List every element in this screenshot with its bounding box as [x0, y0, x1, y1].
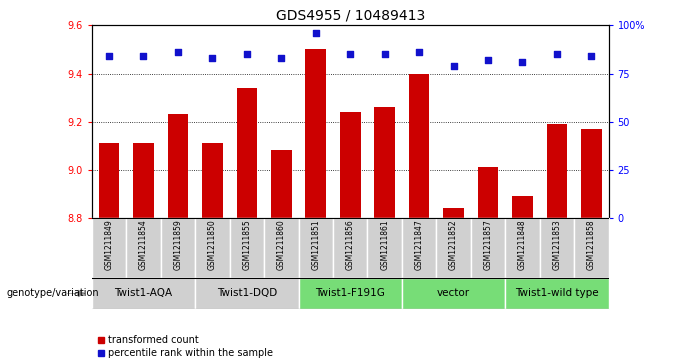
Bar — [99, 143, 120, 218]
Text: GSM1211858: GSM1211858 — [587, 220, 596, 270]
Point — [103, 53, 114, 59]
Text: GSM1211859: GSM1211859 — [173, 220, 182, 270]
Bar — [443, 208, 464, 218]
Bar — [574, 218, 609, 278]
Text: GSM1211855: GSM1211855 — [242, 220, 252, 270]
Text: GSM1211852: GSM1211852 — [449, 220, 458, 270]
Point — [173, 49, 184, 55]
Text: GSM1211847: GSM1211847 — [415, 220, 424, 270]
Bar — [133, 143, 154, 218]
Text: GSM1211861: GSM1211861 — [380, 220, 389, 270]
Bar — [367, 218, 402, 278]
Bar — [299, 218, 333, 278]
Bar — [237, 88, 257, 218]
Bar — [477, 167, 498, 218]
Bar — [437, 218, 471, 278]
Point — [413, 49, 424, 55]
Bar — [195, 278, 299, 309]
Bar — [160, 218, 195, 278]
Point — [207, 55, 218, 61]
Bar — [202, 143, 223, 218]
Text: GSM1211854: GSM1211854 — [139, 220, 148, 270]
Text: genotype/variation: genotype/variation — [7, 289, 99, 298]
Legend: transformed count, percentile rank within the sample: transformed count, percentile rank withi… — [97, 335, 273, 358]
Bar — [409, 73, 430, 218]
Point — [379, 51, 390, 57]
Bar — [305, 49, 326, 218]
Text: GSM1211850: GSM1211850 — [208, 220, 217, 270]
Text: vector: vector — [437, 289, 470, 298]
Bar — [402, 218, 437, 278]
Text: Twist1-AQA: Twist1-AQA — [114, 289, 173, 298]
Text: GSM1211848: GSM1211848 — [518, 220, 527, 270]
Bar — [271, 150, 292, 218]
Text: GSM1211860: GSM1211860 — [277, 220, 286, 270]
Bar — [92, 218, 126, 278]
Point — [551, 51, 562, 57]
Text: GSM1211857: GSM1211857 — [483, 220, 492, 270]
Bar — [167, 114, 188, 218]
Title: GDS4955 / 10489413: GDS4955 / 10489413 — [275, 9, 425, 23]
Bar — [92, 278, 195, 309]
Text: GSM1211853: GSM1211853 — [552, 220, 562, 270]
Bar — [264, 218, 299, 278]
Bar — [505, 278, 609, 309]
Text: GSM1211849: GSM1211849 — [105, 220, 114, 270]
Bar — [581, 129, 602, 218]
Point — [138, 53, 149, 59]
Text: Twist1-F191G: Twist1-F191G — [316, 289, 385, 298]
Bar — [547, 124, 567, 218]
Bar — [512, 196, 533, 218]
Point — [586, 53, 597, 59]
Bar — [340, 112, 360, 218]
Bar — [299, 278, 402, 309]
Point — [517, 59, 528, 65]
Text: Twist1-wild type: Twist1-wild type — [515, 289, 598, 298]
Bar — [374, 107, 395, 218]
Bar — [230, 218, 264, 278]
Point — [310, 30, 321, 36]
Point — [276, 55, 287, 61]
Bar — [195, 218, 230, 278]
Point — [345, 51, 356, 57]
Point — [241, 51, 252, 57]
Text: Twist1-DQD: Twist1-DQD — [217, 289, 277, 298]
Bar — [402, 278, 505, 309]
Bar — [471, 218, 505, 278]
Text: GSM1211856: GSM1211856 — [345, 220, 355, 270]
Bar — [505, 218, 540, 278]
Bar — [126, 218, 160, 278]
Point — [483, 57, 494, 63]
Bar — [333, 218, 367, 278]
Text: GSM1211851: GSM1211851 — [311, 220, 320, 270]
Point — [448, 63, 459, 69]
Bar — [540, 218, 574, 278]
